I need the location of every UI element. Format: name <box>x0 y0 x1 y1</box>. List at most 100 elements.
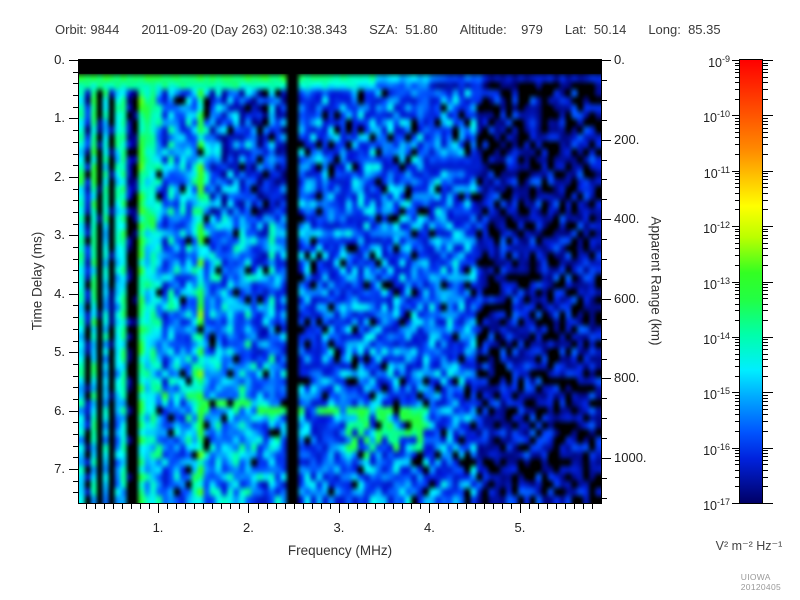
colorbar-minor-tick <box>735 320 739 322</box>
x-axis-tick <box>429 504 431 513</box>
colorbar-minor-tick <box>735 345 739 347</box>
colorbar-tick <box>732 226 739 228</box>
colorbar-minor-tick <box>735 414 739 416</box>
y2-axis-minor-tick <box>602 398 607 400</box>
colorbar-minor-tick <box>763 231 768 233</box>
y-axis-minor-tick <box>73 188 78 190</box>
colorbar-minor-tick <box>735 228 739 230</box>
colorbar-minor-tick <box>735 68 739 70</box>
y2-axis-tick <box>602 139 611 141</box>
y2-axis-minor-tick <box>602 79 607 81</box>
colorbar-minor-tick <box>735 209 739 211</box>
y2-axis-title: Apparent Range (km) <box>648 216 664 346</box>
x-axis-minor-tick <box>366 504 368 509</box>
colorbar-minor-tick <box>735 117 739 119</box>
x-axis-minor-tick <box>592 504 594 509</box>
colorbar-minor-tick <box>763 132 768 134</box>
y-axis-minor-tick <box>73 223 78 225</box>
y2-axis-minor-tick <box>602 318 607 320</box>
y-axis-minor-tick <box>73 480 78 482</box>
y-axis-tick-label: 0. <box>54 52 65 67</box>
colorbar-minor-tick <box>735 187 739 189</box>
y2-axis-tick-label: 800. <box>614 370 640 386</box>
y2-axis-tick-label: 0. <box>614 52 625 67</box>
x-axis-minor-tick <box>483 504 485 509</box>
x-axis-minor-tick <box>393 504 395 509</box>
colorbar-minor-tick <box>735 310 739 312</box>
orbit-readout: Orbit: 9844 <box>55 22 120 37</box>
y-axis-tick-label: 3. <box>54 227 65 243</box>
colorbar-minor-tick <box>735 303 739 305</box>
y-axis-title: Time Delay (ms) <box>29 231 45 331</box>
colorbar-minor-tick <box>735 176 739 178</box>
colorbar-minor-tick <box>735 284 739 286</box>
colorbar-minor-tick <box>735 76 739 78</box>
x-axis-minor-tick <box>357 504 359 509</box>
colorbar-tick <box>732 60 739 61</box>
x-axis-tick-label: 2. <box>243 520 254 535</box>
y-axis-minor-tick <box>73 492 78 494</box>
y-axis-tick <box>69 60 78 61</box>
y2-axis-tick-label: 400. <box>614 211 640 227</box>
colorbar-tick-label: 10-10 <box>703 109 730 126</box>
y2-axis-tick-label: 1000. <box>614 450 647 466</box>
x-axis-tick-label: 3. <box>333 520 345 535</box>
sza-readout: SZA: 51.80 <box>369 22 438 37</box>
x-axis-minor-tick <box>547 504 549 509</box>
colorbar-units-label: V² m⁻² Hz⁻¹ <box>715 539 783 553</box>
latitude-readout: Lat: 50.14 <box>564 22 627 37</box>
colorbar-minor-tick <box>735 290 739 292</box>
colorbar-tick-label: 10-17 <box>703 497 730 514</box>
colorbar-minor-tick <box>763 375 768 377</box>
colorbar-minor-tick <box>763 192 768 194</box>
colorbar-minor-tick <box>763 464 768 466</box>
colorbar-minor-tick <box>735 452 739 454</box>
colorbar-minor-tick <box>763 117 768 119</box>
y2-axis-minor-tick <box>602 418 607 420</box>
y2-axis-minor-tick <box>602 338 607 340</box>
colorbar-minor-tick <box>735 154 739 156</box>
y-axis-minor-tick <box>73 258 78 260</box>
y-axis-tick-label: 5. <box>54 344 65 360</box>
colorbar-tick-label: 10-9 <box>708 54 730 71</box>
x-axis-minor-tick <box>583 504 585 509</box>
colorbar-minor-tick <box>735 123 739 125</box>
colorbar-minor-tick <box>763 414 768 416</box>
x-axis-minor-tick <box>311 504 313 509</box>
colorbar-tick <box>763 447 773 449</box>
plot-frame <box>78 59 602 504</box>
colorbar-minor-tick <box>763 154 768 156</box>
y-axis-minor-tick <box>73 422 78 424</box>
x-axis-minor-tick <box>293 504 295 509</box>
x-axis-tick <box>248 504 250 513</box>
colorbar-tick <box>763 115 773 117</box>
x-axis-minor-tick <box>438 504 440 509</box>
x-axis-title: Frequency (MHz) <box>287 543 393 558</box>
y-axis-minor-tick <box>73 317 78 319</box>
colorbar-tick-label: 10-11 <box>703 164 730 181</box>
colorbar-minor-tick <box>763 450 768 452</box>
y2-axis-minor-tick <box>602 99 607 101</box>
colorbar-minor-tick <box>763 72 768 74</box>
colorbar-minor-tick <box>735 408 739 410</box>
colorbar-minor-tick <box>735 62 739 64</box>
colorbar-minor-tick <box>763 173 768 175</box>
colorbar-minor-tick <box>763 176 768 178</box>
x-axis-minor-tick <box>556 504 558 509</box>
colorbar-tick <box>763 336 773 338</box>
x-axis-minor-tick <box>266 504 268 509</box>
colorbar-minor-tick <box>763 397 768 399</box>
colorbar-tick-label: 10-16 <box>703 441 730 458</box>
y-axis-minor-tick <box>73 398 78 400</box>
colorbar-minor-tick <box>735 358 739 360</box>
colorbar-minor-tick <box>735 421 739 423</box>
x-axis-tick <box>157 504 159 513</box>
y-axis-minor-tick <box>73 340 78 342</box>
colorbar-minor-tick <box>763 248 768 250</box>
colorbar-minor-tick <box>763 290 768 292</box>
y2-axis-minor-tick <box>602 199 607 201</box>
colorbar-minor-tick <box>763 88 768 90</box>
colorbar-minor-tick <box>735 127 739 129</box>
y-axis-minor-tick <box>73 165 78 167</box>
